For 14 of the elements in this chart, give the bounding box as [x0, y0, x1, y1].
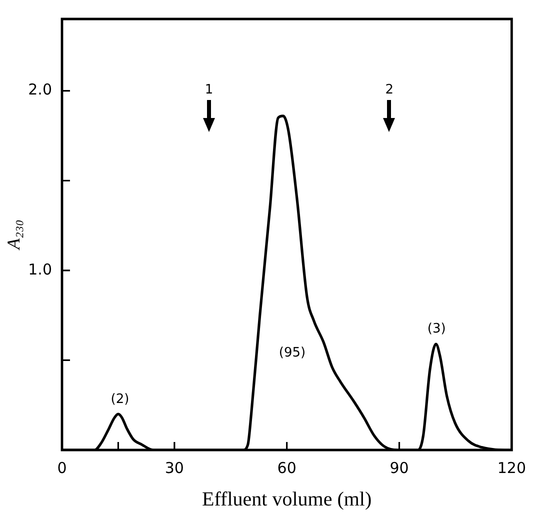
x-tick-label: 90: [390, 458, 409, 477]
annotation: (3): [427, 322, 446, 337]
x-axis-title: Effluent volume (ml): [202, 488, 372, 510]
x-tick-label: 60: [277, 458, 296, 477]
annotation: 1: [204, 82, 214, 98]
y-tick-label: 1.0: [28, 260, 52, 278]
y-axis-title: A₂₃₀: [4, 220, 24, 250]
y-tick-label: 2.0: [28, 80, 52, 99]
annotation: (95): [278, 345, 306, 360]
annotation: 2: [385, 82, 394, 98]
x-tick-label: 120: [497, 458, 526, 477]
annotation: (2): [110, 392, 130, 407]
x-tick-label: 30: [164, 458, 184, 477]
x-tick-label: 0: [57, 458, 67, 477]
